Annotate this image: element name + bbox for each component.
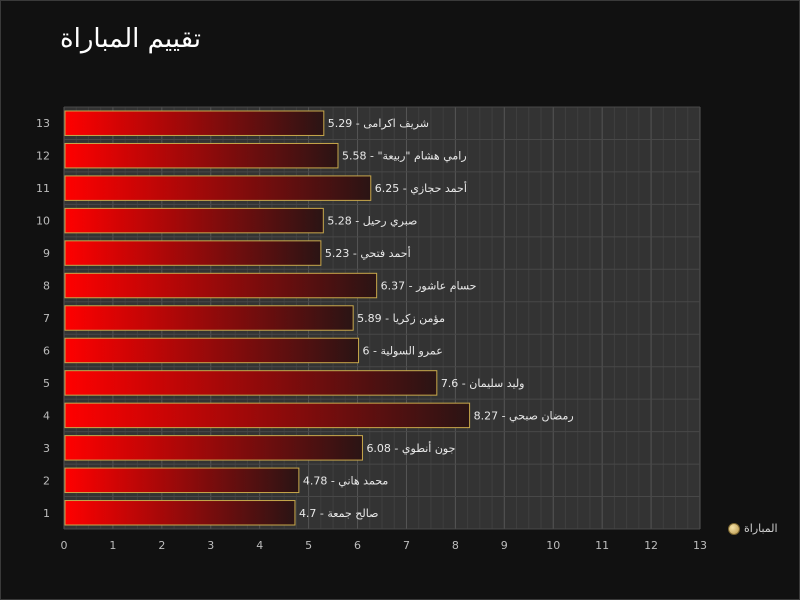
y-tick-label: 1 [43,507,50,520]
y-tick-label: 4 [43,409,50,422]
bar[interactable] [64,272,378,299]
legend[interactable]: المباراة [728,522,778,535]
bar[interactable] [64,402,471,429]
y-tick-label: 13 [36,117,50,130]
x-tick-label: 4 [256,539,263,552]
bar[interactable] [64,305,354,331]
legend-marker-icon [728,522,740,535]
bar[interactable] [64,337,360,364]
data-label: أحمد فتحي - 5.23 [325,246,411,260]
data-label: رامي هشام "ربيعة" - 5.58 [342,150,467,163]
bar[interactable] [64,142,339,169]
y-tick-label: 3 [43,442,50,455]
x-tick-label: 7 [403,539,410,552]
y-tick-label: 8 [43,280,50,293]
x-tick-label: 5 [305,539,312,552]
data-label: جون أنطوي - 6.08 [366,441,455,455]
x-tick-label: 10 [546,539,560,552]
data-label: حسام عاشور - 6.37 [381,280,477,293]
x-tick-label: 8 [452,539,459,552]
data-label: مؤمن زكريا - 5.89 [357,312,445,325]
y-tick-label: 9 [43,247,50,260]
y-tick-label: 5 [43,377,50,390]
x-tick-label: 1 [109,539,116,552]
data-label: عمرو السولية - 6 [363,344,443,357]
x-tick-label: 13 [693,539,707,552]
data-label: شريف اكرامى - 5.29 [328,117,429,130]
chart-title: تقييم المباراة [60,24,201,54]
y-tick-label: 7 [43,312,50,325]
data-label: وليد سليمان - 7.6 [441,377,525,390]
y-tick-label: 11 [36,182,50,195]
bar[interactable] [64,110,325,136]
x-tick-label: 11 [595,539,609,552]
x-tick-label: 3 [207,539,214,552]
data-label: صبري رحيل - 5.28 [327,215,417,228]
data-label: صالح جمعة - 4.7 [299,507,378,520]
y-tick-label: 12 [36,150,50,163]
y-tick-label: 10 [36,215,50,228]
x-tick-label: 9 [501,539,508,552]
data-label: أحمد حجازي - 6.25 [375,181,467,195]
bar[interactable] [64,207,324,234]
x-tick-label: 0 [61,539,68,552]
legend-label: المباراة [744,522,778,535]
bar[interactable] [64,435,363,461]
bar[interactable] [64,175,372,201]
y-tick-label: 2 [43,474,50,487]
bar[interactable] [64,467,300,494]
bar[interactable] [64,240,322,266]
x-tick-label: 6 [354,539,361,552]
data-label: رمضان صبحي - 8.27 [474,409,574,422]
bar[interactable] [64,500,296,526]
data-label: محمد هاني - 4.78 [303,474,389,487]
x-tick-label: 2 [158,539,165,552]
x-tick-label: 12 [644,539,658,552]
bar[interactable] [64,370,438,396]
y-tick-label: 6 [43,344,50,357]
